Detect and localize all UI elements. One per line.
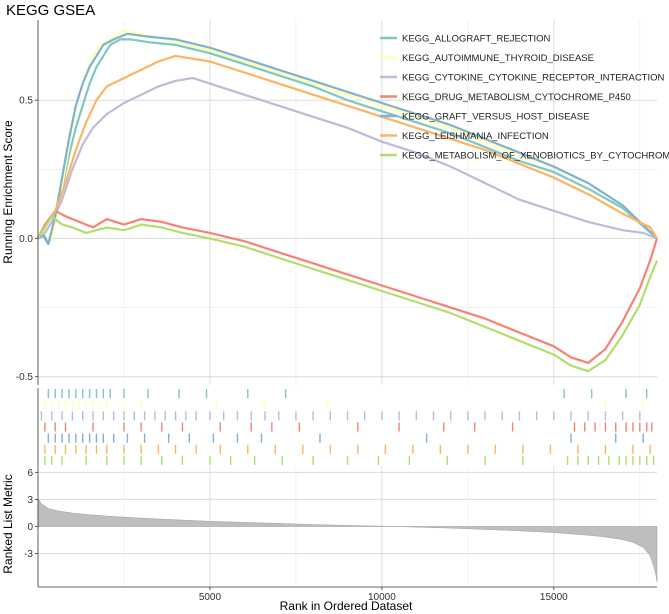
legend-label-6: KEGG_LEISHMANIA_INFECTION xyxy=(402,131,549,142)
y-axis-label-bottom: Ranked List Metric xyxy=(1,474,15,573)
y-tick-label-top: 0.5 xyxy=(19,96,33,107)
legend-label-3: KEGG_CYTOKINE_CYTOKINE_RECEPTOR_INTERACT… xyxy=(402,73,665,84)
series-line-4 xyxy=(37,209,659,364)
y-tick-label-top: 0.0 xyxy=(19,234,33,245)
y-tick-label-bottom: 6 xyxy=(27,468,33,479)
series-line-6 xyxy=(37,54,658,239)
ranked-metric-panel: 6 3 0 -3 5000 10000 15000 xyxy=(24,466,658,603)
series-line-5 xyxy=(37,32,658,246)
x-tick-label: 15000 xyxy=(540,592,568,603)
series-line-7 xyxy=(37,215,659,373)
series-line-2 xyxy=(37,30,658,240)
enrichment-score-panel: -0.5 0.0 0.5 xyxy=(16,20,659,385)
legend: KEGG_ALLOGRAFT_REJECTION KEGG_AUTOIMMUNE_… xyxy=(380,34,669,162)
y-tick-label-bottom: 3 xyxy=(27,495,33,506)
hits-background xyxy=(38,388,657,466)
legend-label-4: KEGG_DRUG_METABOLISM_CYTOCHROME_P450 xyxy=(402,92,631,103)
legend-label-2: KEGG_AUTOIMMUNE_THYROID_DISEASE xyxy=(402,53,594,64)
legend-label-7: KEGG_METABOLISM_OF_XENOBIOTICS_BY_CYTOCH… xyxy=(402,151,669,162)
x-tick-label: 10000 xyxy=(368,592,396,603)
hit-marks-panel xyxy=(37,388,657,466)
chart-title: KEGG GSEA xyxy=(6,2,95,19)
x-tick-label: 5000 xyxy=(199,592,222,603)
series-line-3 xyxy=(37,77,658,240)
x-axis-label: Rank in Ordered Dataset xyxy=(280,599,413,613)
legend-label-1: KEGG_ALLOGRAFT_REJECTION xyxy=(402,34,550,45)
ranked-metric-area xyxy=(37,497,658,583)
y-axis-label-top: Running Enrichment Score xyxy=(1,120,15,264)
y-tick-label-bottom: 0 xyxy=(27,522,33,533)
y-tick-label-top: -0.5 xyxy=(16,372,34,383)
series-line-1 xyxy=(37,38,658,246)
legend-label-5: KEGG_GRAFT_VERSUS_HOST_DISEASE xyxy=(402,112,589,123)
y-tick-label-bottom: -3 xyxy=(24,549,33,560)
